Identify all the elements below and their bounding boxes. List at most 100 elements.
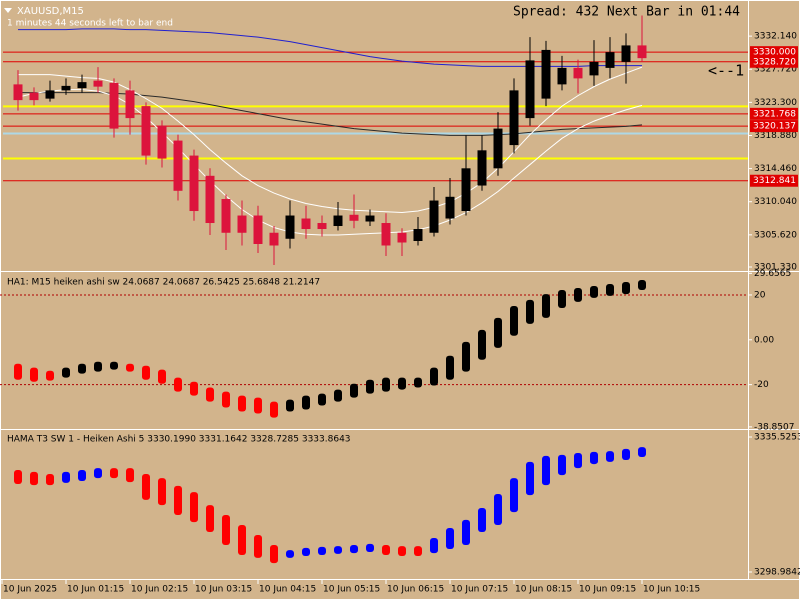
- ha-bar: [302, 395, 310, 410]
- y-tick-label: 0.00: [754, 335, 774, 345]
- ha-bar: [398, 546, 406, 557]
- ha-bar: [14, 469, 22, 485]
- candle-body: [365, 215, 375, 222]
- price-label-box: [750, 120, 798, 133]
- y-tick-label: 3314.460: [754, 164, 797, 174]
- ha-bar: [270, 544, 278, 564]
- y-tick-label: -38.8507: [754, 422, 794, 432]
- candle-body: [237, 215, 247, 233]
- ha-bar: [606, 283, 614, 296]
- ha-bar: [126, 363, 134, 372]
- pane-title: HA1: M15 heiken ashi sw 24.0687 24.0687 …: [7, 278, 320, 288]
- candle-body: [573, 67, 583, 79]
- candle-body: [253, 215, 263, 244]
- candle-body: [477, 150, 487, 186]
- x-tick-label: 10 Jun 09:15: [579, 585, 636, 595]
- candle-body: [605, 52, 615, 68]
- candle-body: [429, 200, 439, 233]
- ha-bar: [590, 286, 598, 298]
- x-tick-label: 10 Jun 03:15: [195, 585, 252, 595]
- candle-body: [157, 125, 167, 159]
- ha-bar: [30, 367, 38, 382]
- ha-bar: [526, 299, 534, 324]
- ha-bar: [318, 546, 326, 555]
- candle-body: [109, 82, 119, 129]
- ha-bar: [174, 377, 182, 392]
- ha-bar: [382, 544, 390, 555]
- candle-body: [557, 67, 567, 85]
- ha-bar: [174, 485, 182, 516]
- candle-body: [461, 168, 471, 212]
- candle-body: [77, 82, 87, 89]
- ha-bar: [430, 367, 438, 386]
- ha-bar: [622, 281, 630, 295]
- ha-bar: [558, 454, 566, 476]
- candle-body: [301, 218, 311, 230]
- ha-bar: [446, 527, 454, 550]
- symbol: XAUUSD,M15: [17, 6, 84, 17]
- candle-body: [45, 90, 55, 99]
- indicator-line: [18, 92, 643, 136]
- ha-bar: [94, 468, 102, 479]
- ha-bar: [14, 363, 22, 380]
- ha-bar: [414, 377, 422, 388]
- ha-bar: [286, 550, 294, 558]
- ha-bar: [238, 525, 246, 555]
- candle-body: [13, 84, 23, 101]
- ha-bar: [222, 515, 230, 545]
- candle-body: [397, 232, 407, 243]
- candle-body: [93, 80, 103, 87]
- ha-bar: [494, 493, 502, 526]
- indicator-line: [18, 66, 643, 214]
- candle-body: [285, 215, 295, 239]
- y-tick-label: 3323.300: [754, 98, 797, 108]
- ha-bar: [462, 341, 470, 372]
- ha-bar: [366, 543, 374, 552]
- ha-bar: [558, 290, 566, 308]
- y-tick-label: 3305.620: [754, 230, 797, 240]
- candle-body: [589, 61, 599, 76]
- price-label: 3320.137: [753, 122, 796, 132]
- ha-bar: [350, 544, 358, 554]
- candle-body: [493, 128, 503, 169]
- candle-body: [189, 155, 199, 212]
- spread-info: Spread: 432 Next Bar in 01:44: [513, 5, 740, 20]
- candle-body: [445, 196, 455, 219]
- ha-bar: [510, 478, 518, 513]
- price-label-box: [750, 174, 798, 187]
- ha-bar: [254, 397, 262, 414]
- candle-body: [221, 199, 231, 233]
- bar-timer: 1 minutes 44 seconds left to bar end: [7, 19, 173, 29]
- y-tick-label: 3335.5253: [754, 433, 800, 443]
- ha-bar: [590, 451, 598, 465]
- x-tick-label: 10 Jun 02:15: [131, 585, 188, 595]
- ha-bar: [46, 370, 54, 381]
- ha-bar: [78, 363, 86, 374]
- ha-bar: [622, 448, 630, 461]
- x-tick-label: 10 Jun 04:15: [259, 585, 316, 595]
- candle-body: [61, 85, 71, 91]
- candle-body: [333, 215, 343, 227]
- candle-body: [381, 223, 391, 246]
- price-label: 3312.841: [753, 176, 796, 186]
- candle-body: [525, 60, 535, 119]
- ha-bar: [286, 399, 294, 412]
- ha-bar: [574, 452, 582, 469]
- ha-bar: [46, 474, 54, 486]
- ha-bar: [94, 361, 102, 372]
- ha-bar: [142, 365, 150, 380]
- x-tick-label: 10 Jun 10:15: [643, 585, 700, 595]
- ha-bar: [158, 478, 166, 506]
- price-label-box: [750, 46, 798, 59]
- y-tick-label: -20: [754, 380, 769, 390]
- y-tick-label: 3310.040: [754, 197, 797, 207]
- price-label: 3321.768: [753, 109, 796, 119]
- candle-body: [205, 175, 215, 224]
- indicator-line: [18, 28, 642, 67]
- candle-body: [509, 90, 519, 146]
- ha-bar: [190, 381, 198, 396]
- ha-bar: [350, 383, 358, 398]
- ha-bar: [206, 387, 214, 402]
- ha-bar: [62, 471, 70, 483]
